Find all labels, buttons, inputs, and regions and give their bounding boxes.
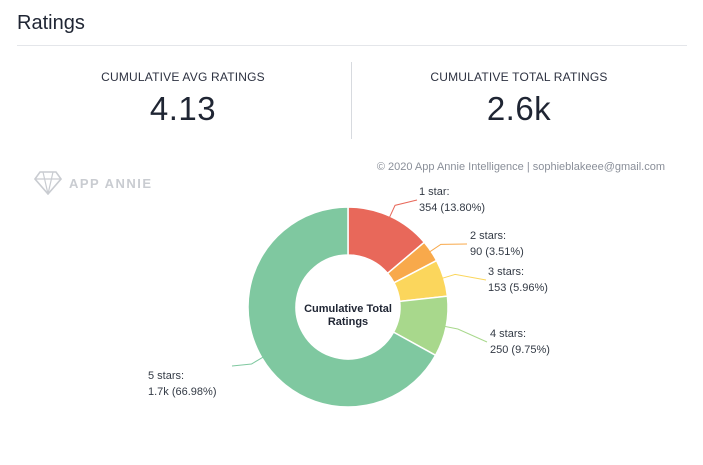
total-ratings-stat: CUMULATIVE TOTAL RATINGS 2.6k bbox=[369, 70, 669, 128]
section-title: Ratings bbox=[17, 12, 85, 34]
total-ratings-value: 2.6k bbox=[486, 90, 552, 127]
leader-line-4 bbox=[443, 325, 488, 343]
avg-ratings-stat: CUMULATIVE AVG RATINGS 4.13 bbox=[33, 70, 333, 128]
avg-ratings-value: 4.13 bbox=[149, 90, 217, 127]
leader-line-2 bbox=[428, 243, 468, 253]
slice-label-4: 4 stars: bbox=[490, 328, 526, 340]
slice-value-4: 250 (9.75%) bbox=[490, 344, 550, 356]
title-divider bbox=[17, 45, 687, 46]
slice-value-1: 354 (13.80%) bbox=[419, 202, 485, 214]
total-ratings-label: CUMULATIVE TOTAL RATINGS bbox=[430, 70, 608, 84]
app-annie-watermark: APP ANNIE bbox=[34, 171, 153, 195]
slice-label-2: 2 stars: bbox=[470, 230, 506, 242]
watermark-text: APP ANNIE bbox=[69, 175, 153, 191]
copyright-notice: © 2020 App Annie Intelligence | sophiebl… bbox=[376, 161, 665, 173]
diamond-logo-icon bbox=[34, 171, 62, 195]
slice-value-2: 90 (3.51%) bbox=[470, 246, 524, 258]
stats-divider bbox=[351, 62, 352, 139]
slice-label-1: 1 star: bbox=[419, 186, 450, 198]
slice-label-5: 5 stars: bbox=[148, 370, 184, 382]
slice-5-stars[interactable] bbox=[247, 206, 437, 408]
slice-label-3: 3 stars: bbox=[488, 266, 524, 278]
slice-value-5: 1.7k (66.98%) bbox=[148, 386, 216, 398]
ratings-donut-chart: 1 star: 354 (13.80%) 2 stars: 90 (3.51%) 3 s… bbox=[148, 186, 550, 408]
leader-line-3 bbox=[441, 273, 487, 281]
avg-ratings-label: CUMULATIVE AVG RATINGS bbox=[101, 70, 265, 84]
leader-line-1 bbox=[388, 199, 418, 219]
leader-line-5 bbox=[231, 356, 264, 367]
slice-value-3: 153 (5.96%) bbox=[488, 282, 548, 294]
center-label-line-1: Cumulative Total bbox=[304, 303, 392, 315]
center-label-line-2: Ratings bbox=[328, 316, 368, 328]
